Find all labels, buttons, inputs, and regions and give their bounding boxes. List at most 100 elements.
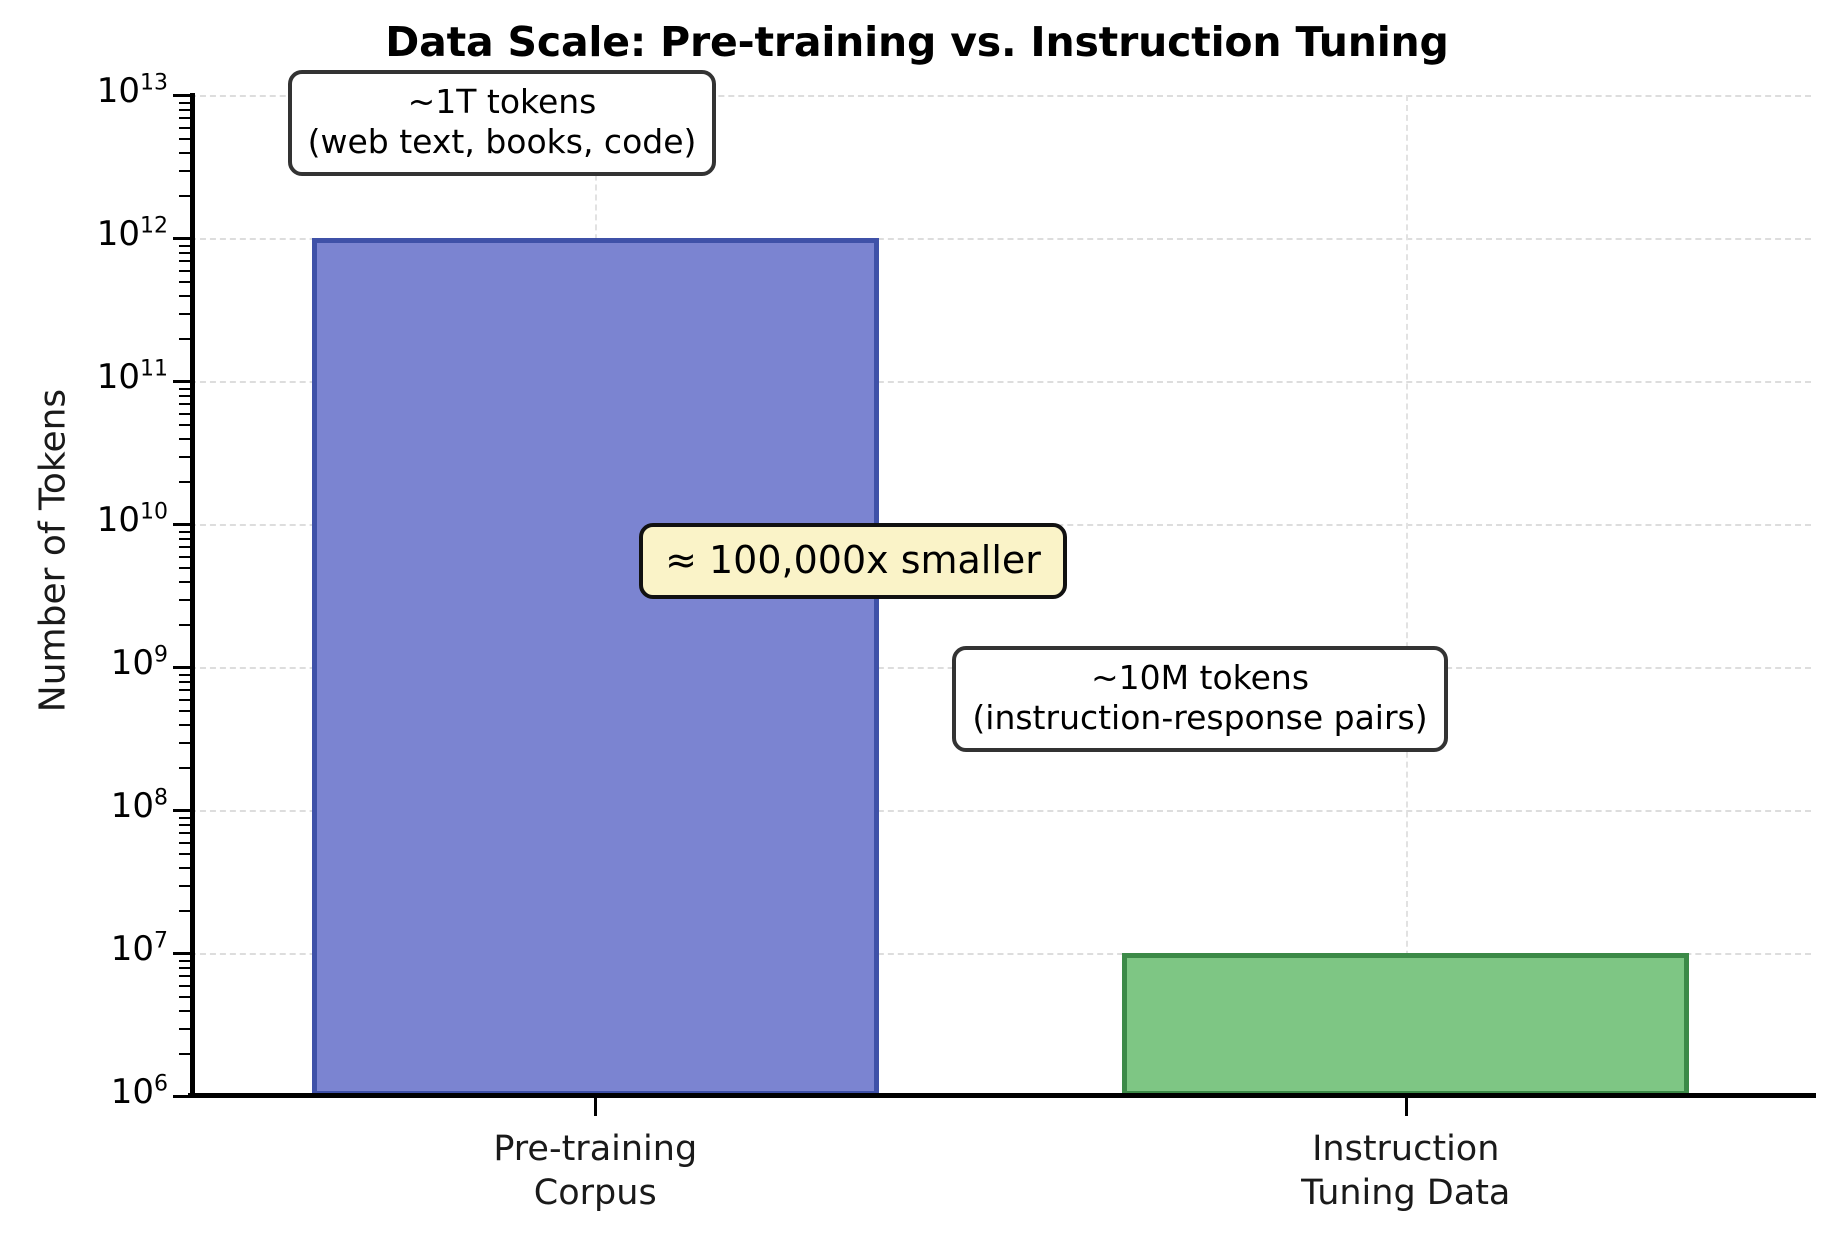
y-tick-minor [179, 437, 191, 440]
y-tick-minor [179, 909, 191, 912]
y-tick-label: 108 [110, 785, 168, 826]
y-tick-label: 106 [110, 1071, 168, 1112]
y-tick-label: 1012 [96, 213, 168, 254]
y-tick-minor [179, 194, 191, 197]
y-tick-minor [179, 101, 191, 104]
y-tick-label: 107 [110, 928, 168, 969]
x-tick-label-line2: Corpus [533, 1172, 657, 1213]
y-tick-minor [179, 959, 191, 962]
y-tick-minor [179, 412, 191, 415]
y-tick-label: 109 [110, 642, 168, 683]
x-tick-label: Instruction Tuning Data [1106, 1128, 1706, 1216]
y-axis-label: Number of Tokens [32, 388, 74, 713]
y-tick-label: 1013 [96, 70, 168, 111]
y-tick-minor [179, 403, 191, 406]
y-tick-minor [179, 816, 191, 819]
y-tick-minor [179, 710, 191, 713]
bar-1 [1122, 953, 1690, 1096]
y-tick-minor [179, 387, 191, 390]
y-tick-minor [179, 996, 191, 999]
y-tick-minor [179, 424, 191, 427]
y-tick-major [173, 809, 191, 812]
x-tick-mark [594, 1098, 598, 1116]
x-tick-label-line1: Pre-training [493, 1129, 698, 1169]
gridline-y [190, 238, 1811, 240]
y-tick-minor [179, 138, 191, 141]
y-tick-label: 1010 [96, 499, 168, 540]
y-tick-minor [179, 294, 191, 297]
y-tick-minor [179, 244, 191, 247]
y-tick-label: 1011 [96, 356, 168, 397]
y-tick-minor [179, 555, 191, 558]
y-tick-minor [179, 281, 191, 284]
y-tick-minor [179, 530, 191, 533]
y-tick-minor [179, 841, 191, 844]
y-tick-minor [179, 394, 191, 397]
y-tick-minor [179, 546, 191, 549]
ratio-annotation: ≈ 100,000x smaller [639, 522, 1067, 600]
gridline-y [190, 95, 1811, 97]
y-tick-minor [179, 741, 191, 744]
y-tick-minor [179, 108, 191, 111]
y-tick-minor [179, 680, 191, 683]
y-tick-minor [179, 1052, 191, 1055]
y-tick-major [173, 380, 191, 383]
bar-0 [311, 238, 879, 1096]
gridline-y [190, 953, 1811, 955]
y-tick-minor [179, 966, 191, 969]
y-tick-minor [179, 126, 191, 129]
x-tick-mark [1404, 1098, 1408, 1116]
gridline-y [190, 810, 1811, 812]
y-tick-minor [179, 480, 191, 483]
y-tick-minor [179, 975, 191, 978]
y-tick-minor [179, 623, 191, 626]
pretraining-annotation-line2: (web text, books, code) [307, 122, 697, 161]
y-tick-minor [179, 823, 191, 826]
y-tick-minor [179, 260, 191, 263]
y-tick-minor [179, 1027, 191, 1030]
chart-title: Data Scale: Pre-training vs. Instruction… [385, 18, 1449, 66]
y-tick-minor [179, 884, 191, 887]
pretraining-annotation-line1: ~1T tokens [407, 81, 597, 121]
pretraining-annotation: ~1T tokens (web text, books, code) [287, 69, 717, 177]
gridline-y [190, 381, 1811, 383]
instruction-annotation-line1: ~10M tokens [1090, 657, 1310, 697]
instruction-annotation-line2: (instruction-response pairs) [972, 698, 1428, 737]
y-tick-major [173, 1095, 191, 1098]
y-tick-minor [179, 723, 191, 726]
y-tick-minor [179, 689, 191, 692]
y-tick-minor [179, 169, 191, 172]
gridline-x [1405, 95, 1408, 1096]
y-tick-minor [179, 866, 191, 869]
ratio-annotation-line1: ≈ 100,000x smaller [665, 537, 1041, 582]
y-tick-minor [179, 984, 191, 987]
y-tick-major [173, 94, 191, 97]
x-tick-label-line1: Instruction [1312, 1129, 1500, 1169]
y-tick-minor [179, 567, 191, 570]
y-tick-major [173, 952, 191, 955]
y-tick-minor [179, 337, 191, 340]
y-tick-minor [179, 117, 191, 120]
y-tick-minor [179, 766, 191, 769]
instruction-annotation: ~10M tokens (instruction-response pairs) [952, 645, 1448, 753]
plot-area [190, 95, 1811, 1098]
x-tick-label: Pre-training Corpus [295, 1128, 895, 1216]
y-tick-minor [179, 455, 191, 458]
y-tick-minor [179, 1009, 191, 1012]
x-axis-spine [188, 1093, 1816, 1098]
y-tick-minor [179, 312, 191, 315]
x-tick-label-line2: Tuning Data [1301, 1172, 1511, 1213]
y-tick-major [173, 237, 191, 240]
y-tick-minor [179, 537, 191, 540]
y-axis-spine [190, 93, 195, 1098]
y-tick-minor [179, 698, 191, 701]
y-tick-minor [179, 673, 191, 676]
y-tick-major [173, 666, 191, 669]
y-tick-minor [179, 853, 191, 856]
y-tick-major [173, 523, 191, 526]
y-tick-minor [179, 269, 191, 272]
y-tick-minor [179, 580, 191, 583]
y-tick-minor [179, 151, 191, 154]
y-tick-minor [179, 251, 191, 254]
